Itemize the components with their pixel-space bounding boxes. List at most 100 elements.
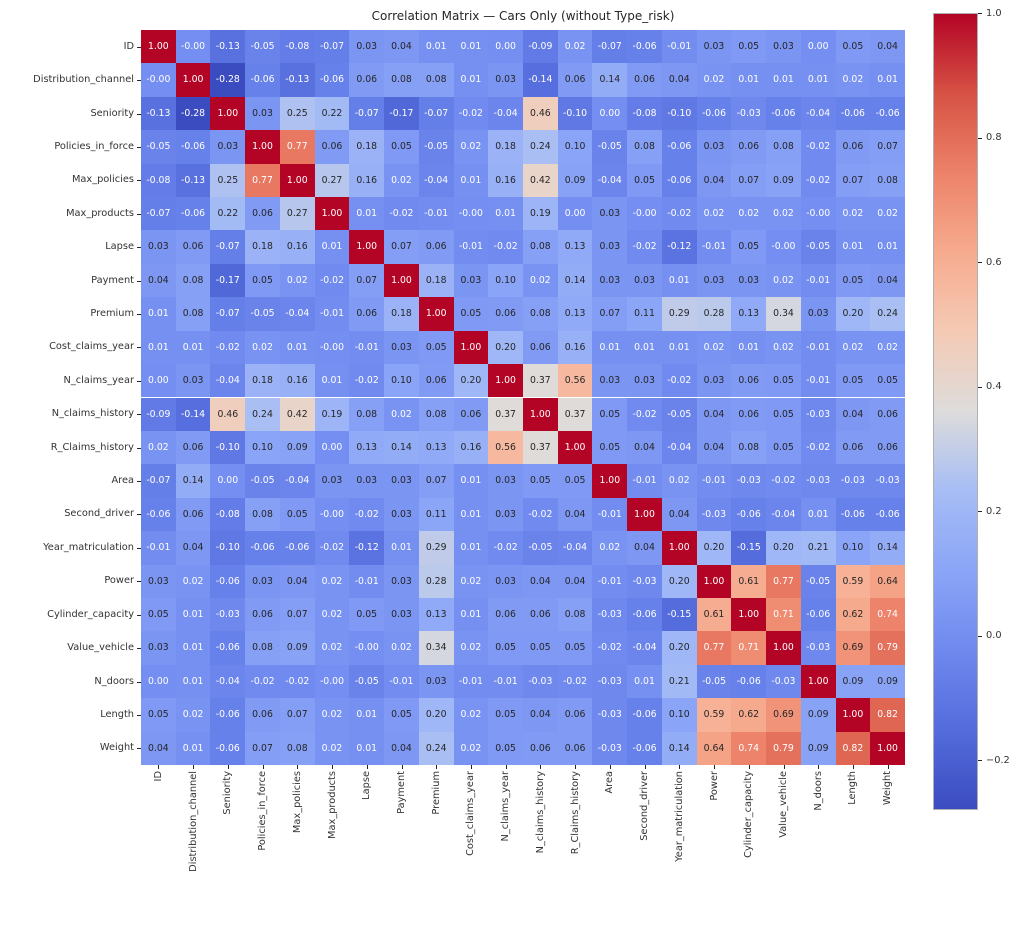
heatmap-cell: 0.11 <box>627 297 662 331</box>
heatmap-cell: -0.02 <box>661 364 697 398</box>
x-tick-mark <box>748 765 750 769</box>
heatmap-cell: 0.03 <box>453 263 489 298</box>
heatmap-cell: 0.29 <box>418 531 454 565</box>
x-axis-label: Weight <box>882 771 894 806</box>
y-axis-label: Power <box>104 575 134 587</box>
heatmap-cell: -0.04 <box>279 297 315 331</box>
heatmap-cell: 0.20 <box>835 297 871 331</box>
heatmap-cell: -0.03 <box>731 464 767 498</box>
x-tick-mark <box>366 765 368 769</box>
x-axis-label: Max_products <box>326 771 338 839</box>
heatmap-cell: 0.25 <box>279 96 315 131</box>
heatmap-cell: 0.01 <box>870 63 905 97</box>
heatmap-cell: 0.42 <box>279 397 315 431</box>
heatmap-cell: -0.07 <box>210 230 246 264</box>
heatmap-cell: 0.14 <box>175 464 211 498</box>
heatmap-cell: -0.05 <box>141 130 176 164</box>
heatmap-cell: 0.09 <box>766 163 801 198</box>
heatmap-cell: 0.05 <box>384 698 419 732</box>
heatmap-cell: 0.04 <box>279 564 315 598</box>
heatmap-cell: -0.06 <box>696 96 732 131</box>
heatmap-cell: 0.03 <box>384 330 419 365</box>
heatmap-cell: 0.14 <box>870 531 905 565</box>
heatmap-cell: 0.02 <box>245 330 280 365</box>
heatmap-cell: -0.06 <box>661 130 697 164</box>
y-axis-label: Distribution_channel <box>33 74 134 86</box>
heatmap-cell: 0.02 <box>835 330 871 365</box>
heatmap-cell: -0.06 <box>766 96 801 131</box>
heatmap-cell: 0.01 <box>453 464 489 498</box>
heatmap-cell: -0.06 <box>210 564 246 598</box>
heatmap-cell: 1.00 <box>696 564 732 598</box>
heatmap-cell: 0.82 <box>870 698 905 732</box>
heatmap-cell: 0.04 <box>661 63 697 97</box>
y-tick-mark <box>137 213 141 215</box>
heatmap-cell: 0.02 <box>384 163 419 198</box>
heatmap-cell: -0.00 <box>349 631 385 665</box>
heatmap-cell: -0.06 <box>800 597 836 632</box>
colorbar-tick-label: 0.6 <box>986 256 1002 268</box>
heatmap-cell: -0.05 <box>245 297 280 331</box>
heatmap-cell: 0.03 <box>384 497 419 532</box>
heatmap-cell: -0.09 <box>141 397 176 431</box>
heatmap-cell: 0.01 <box>279 330 315 365</box>
heatmap-cell: 0.02 <box>870 197 905 231</box>
heatmap-cell: 0.02 <box>835 63 871 97</box>
heatmap-cell: 0.05 <box>453 297 489 331</box>
heatmap-cell: 0.29 <box>661 297 697 331</box>
x-axis-label: N_claims_history <box>534 771 546 854</box>
heatmap-cell: 0.01 <box>175 597 211 632</box>
heatmap-cell: 0.02 <box>314 731 350 765</box>
heatmap-cell: 0.02 <box>453 698 489 732</box>
heatmap-cell: 0.10 <box>557 130 593 164</box>
heatmap-cell: 0.00 <box>141 664 176 699</box>
heatmap-cell: 0.05 <box>557 631 593 665</box>
heatmap-cell: 0.61 <box>731 564 767 598</box>
y-tick-mark <box>137 648 141 650</box>
heatmap-cell: 0.19 <box>314 397 350 431</box>
y-axis-label: ID <box>123 40 134 52</box>
heatmap-cell: 0.18 <box>245 364 280 398</box>
heatmap-cell: 0.37 <box>523 430 558 465</box>
heatmap-cell: 0.07 <box>279 698 315 732</box>
heatmap-cell: 0.02 <box>384 397 419 431</box>
heatmap-cell: -0.03 <box>800 397 836 431</box>
heatmap-cell: 0.82 <box>835 731 871 765</box>
heatmap-cell: 0.06 <box>627 63 662 97</box>
heatmap-cell: 0.04 <box>523 564 558 598</box>
heatmap-cell: 0.02 <box>279 263 315 298</box>
heatmap-cell: 1.00 <box>279 163 315 198</box>
heatmap-cell: 0.05 <box>766 397 801 431</box>
heatmap-cell: -0.28 <box>210 63 246 97</box>
heatmap-cell: -0.06 <box>627 30 662 64</box>
heatmap-cell: -0.02 <box>523 497 558 532</box>
heatmap-cell: -0.02 <box>488 531 523 565</box>
heatmap-cell: 0.77 <box>245 163 280 198</box>
heatmap-cell: 0.06 <box>731 397 767 431</box>
x-axis-label: N_claims_year <box>500 771 512 842</box>
x-tick-mark <box>679 765 681 769</box>
heatmap-cell: 0.14 <box>384 430 419 465</box>
x-axis-label: Second_driver <box>639 771 650 841</box>
heatmap-cell: -0.09 <box>523 30 558 64</box>
heatmap-cell: 0.02 <box>314 631 350 665</box>
heatmap-cell: -0.08 <box>279 30 315 64</box>
heatmap-cell: 0.00 <box>488 30 523 64</box>
heatmap-cell: 0.03 <box>245 564 280 598</box>
heatmap-cell: 0.16 <box>349 163 385 198</box>
heatmap-cell: 0.02 <box>314 597 350 632</box>
heatmap-cell: 0.05 <box>592 430 628 465</box>
heatmap-cell: 0.03 <box>488 464 523 498</box>
heatmap-cell: 0.07 <box>870 130 905 164</box>
heatmap-cell: 0.20 <box>766 531 801 565</box>
x-axis-label: Payment <box>396 771 407 814</box>
x-axis-label: Max_policies <box>291 771 303 834</box>
heatmap-cell: 0.14 <box>661 731 697 765</box>
heatmap-cell: 0.06 <box>557 63 593 97</box>
heatmap-cell: 0.59 <box>696 698 732 732</box>
heatmap-cell: -0.01 <box>592 564 628 598</box>
heatmap-cell: 0.04 <box>696 163 732 198</box>
heatmap-cell: 0.20 <box>453 364 489 398</box>
heatmap-cell: -0.03 <box>592 597 628 632</box>
heatmap-cell: 0.06 <box>523 731 558 765</box>
